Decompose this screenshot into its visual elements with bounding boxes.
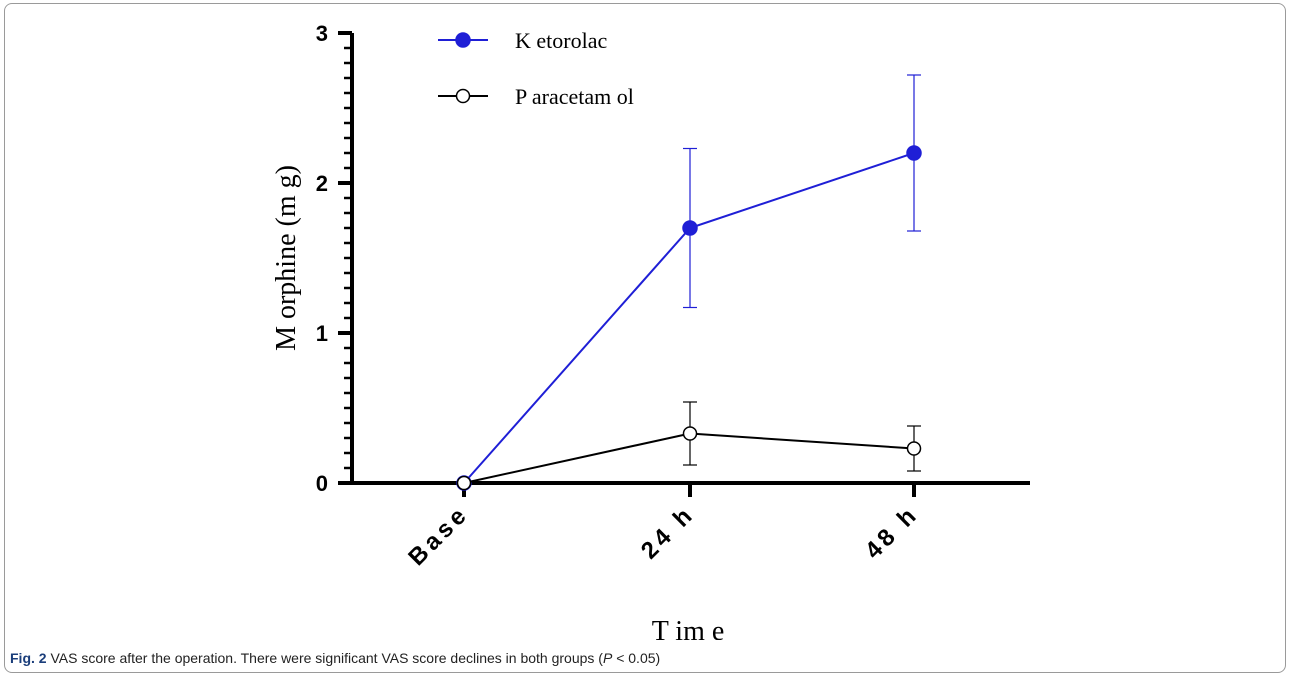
caption-label: Fig. 2 [10,650,47,666]
x-tick-label: 24 h [636,500,700,564]
legend: K etorolac P aracetam ol [438,28,634,109]
legend-label: K etorolac [515,28,607,53]
data-point [906,441,922,456]
y-tick-label: 1 [316,321,328,346]
figure-caption: Fig. 2 VAS score after the operation. Th… [10,650,660,666]
data-point [682,426,698,441]
figure-frame [4,3,1286,673]
legend-marker [455,88,471,104]
y-tick-label: 3 [316,21,328,46]
y-tick-label: 0 [316,471,328,496]
data-point [682,220,698,236]
data-point [906,145,922,161]
data-point [456,475,472,491]
morphine-line-chart: 0 1 2 3 Base 24 h 48 h K etorolac P aracetam ol… [271,21,1030,640]
y-tick-label: 2 [316,171,328,196]
x-axis-title: T im e [652,616,725,640]
x-tick-label: Base [403,500,474,571]
caption-text-end: < 0.05) [612,650,661,666]
caption-text: VAS score after the operation. There wer… [46,650,603,666]
axes: 0 1 2 3 Base 24 h 48 h [316,21,1030,571]
series-paracetamol [456,401,922,491]
legend-label: P aracetam ol [515,84,634,109]
legend-marker [455,32,471,48]
series-line [463,432,915,484]
y-axis-title: M orphine (m g) [271,165,302,351]
caption-p-symbol: P [602,650,613,666]
x-tick-label: 48 h [860,500,924,564]
series-layer [456,74,922,491]
